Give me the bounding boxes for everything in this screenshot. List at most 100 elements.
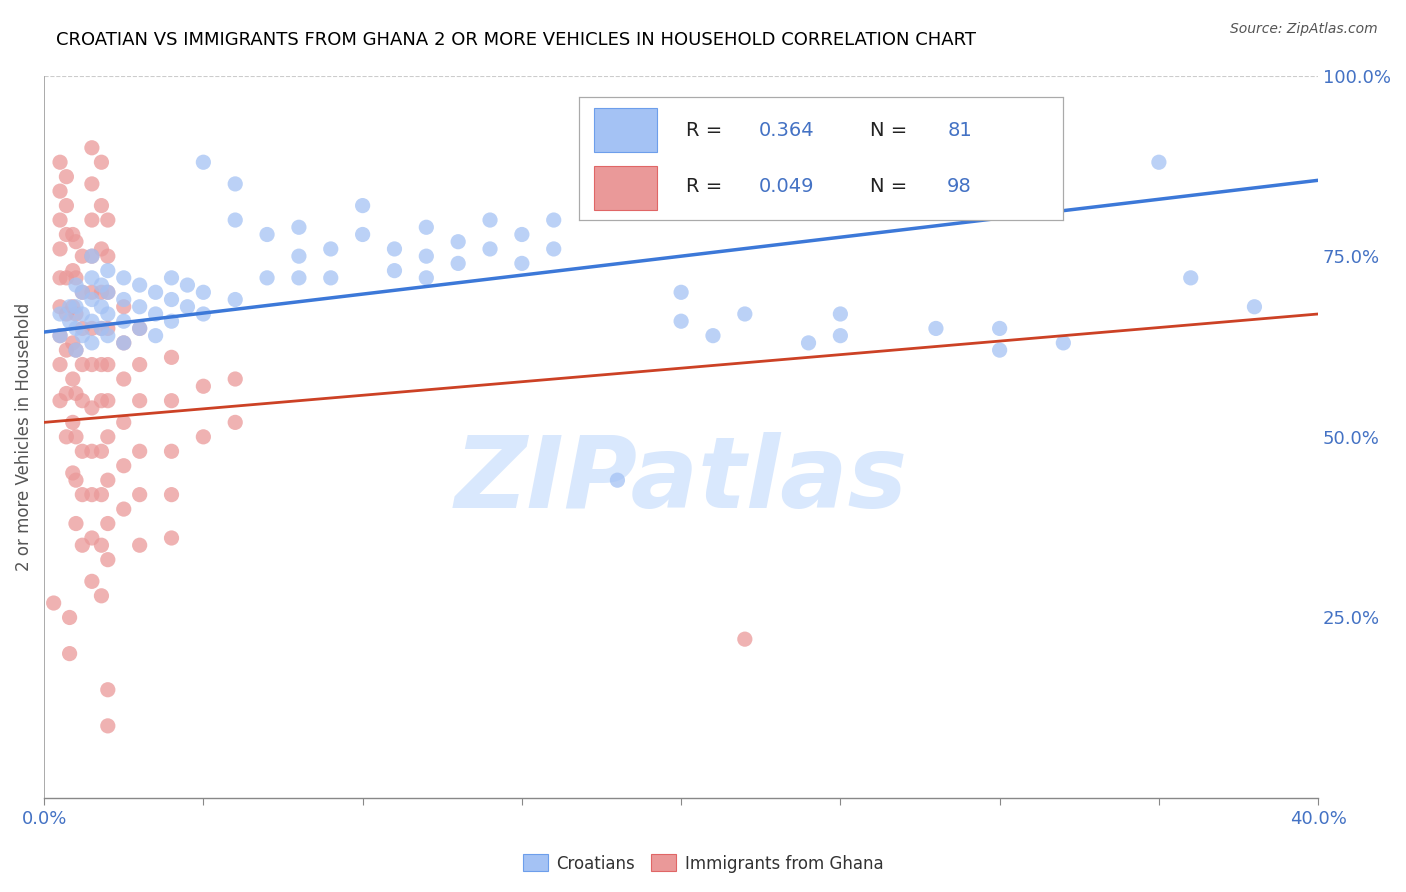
Point bbox=[160, 531, 183, 545]
Point bbox=[65, 343, 87, 358]
Point bbox=[256, 270, 278, 285]
Point bbox=[479, 242, 502, 256]
Point bbox=[128, 300, 150, 314]
Point bbox=[319, 242, 342, 256]
Point bbox=[65, 386, 87, 401]
Point bbox=[49, 300, 72, 314]
Point bbox=[145, 328, 167, 343]
Point bbox=[58, 314, 80, 328]
Point bbox=[510, 256, 533, 270]
Point bbox=[288, 249, 311, 263]
Point bbox=[55, 198, 77, 212]
Point bbox=[128, 321, 150, 335]
Point bbox=[49, 358, 72, 372]
Point bbox=[72, 444, 94, 458]
Point bbox=[49, 242, 72, 256]
Point bbox=[90, 198, 112, 212]
Point bbox=[97, 473, 120, 487]
Point bbox=[1052, 335, 1074, 350]
Point bbox=[97, 285, 120, 300]
Point bbox=[319, 270, 342, 285]
Point bbox=[128, 321, 150, 335]
Legend: Croatians, Immigrants from Ghana: Croatians, Immigrants from Ghana bbox=[516, 847, 890, 880]
Point bbox=[62, 416, 84, 430]
Point bbox=[49, 328, 72, 343]
Point bbox=[65, 278, 87, 293]
Point bbox=[65, 473, 87, 487]
Point bbox=[702, 328, 724, 343]
Point bbox=[72, 488, 94, 502]
Point bbox=[112, 335, 135, 350]
Y-axis label: 2 or more Vehicles in Household: 2 or more Vehicles in Household bbox=[15, 302, 32, 571]
Point bbox=[145, 307, 167, 321]
Point bbox=[112, 270, 135, 285]
Point bbox=[80, 444, 103, 458]
Point bbox=[55, 270, 77, 285]
Point bbox=[193, 155, 215, 169]
Point bbox=[112, 372, 135, 386]
Point bbox=[49, 184, 72, 198]
Point bbox=[112, 300, 135, 314]
Point bbox=[65, 235, 87, 249]
Point bbox=[55, 227, 77, 242]
Point bbox=[97, 682, 120, 697]
Point bbox=[80, 141, 103, 155]
Point bbox=[128, 358, 150, 372]
Point bbox=[65, 270, 87, 285]
Point bbox=[72, 321, 94, 335]
Point bbox=[160, 393, 183, 408]
Point bbox=[72, 307, 94, 321]
Point bbox=[55, 386, 77, 401]
Point bbox=[734, 307, 756, 321]
Point bbox=[606, 473, 628, 487]
Point bbox=[160, 270, 183, 285]
Point bbox=[193, 285, 215, 300]
Point bbox=[384, 263, 406, 277]
Point bbox=[543, 242, 565, 256]
Point bbox=[58, 300, 80, 314]
Point bbox=[256, 227, 278, 242]
Point bbox=[128, 488, 150, 502]
Point bbox=[160, 488, 183, 502]
Point bbox=[988, 343, 1011, 358]
Point bbox=[90, 488, 112, 502]
Point bbox=[447, 256, 470, 270]
Point bbox=[830, 307, 852, 321]
Point bbox=[49, 213, 72, 227]
Point bbox=[72, 538, 94, 552]
Point bbox=[49, 307, 72, 321]
Point bbox=[128, 278, 150, 293]
Point bbox=[97, 285, 120, 300]
Point bbox=[80, 574, 103, 589]
Point bbox=[224, 293, 246, 307]
Point bbox=[42, 596, 65, 610]
Point bbox=[160, 444, 183, 458]
Point bbox=[176, 300, 198, 314]
Point bbox=[112, 293, 135, 307]
Point bbox=[97, 213, 120, 227]
Point bbox=[80, 249, 103, 263]
Point bbox=[90, 393, 112, 408]
Point bbox=[1243, 300, 1265, 314]
Point bbox=[97, 393, 120, 408]
Point bbox=[112, 314, 135, 328]
Point bbox=[384, 242, 406, 256]
Point bbox=[90, 285, 112, 300]
Point bbox=[65, 516, 87, 531]
Point bbox=[1180, 270, 1202, 285]
Point bbox=[80, 531, 103, 545]
Point bbox=[72, 358, 94, 372]
Point bbox=[62, 300, 84, 314]
Point bbox=[97, 307, 120, 321]
Point bbox=[112, 458, 135, 473]
Point bbox=[97, 719, 120, 733]
Point bbox=[90, 242, 112, 256]
Point bbox=[1147, 155, 1170, 169]
Point bbox=[352, 198, 374, 212]
Point bbox=[97, 263, 120, 277]
Point bbox=[112, 335, 135, 350]
Point bbox=[80, 293, 103, 307]
Point bbox=[830, 328, 852, 343]
Point bbox=[49, 155, 72, 169]
Point bbox=[62, 466, 84, 480]
